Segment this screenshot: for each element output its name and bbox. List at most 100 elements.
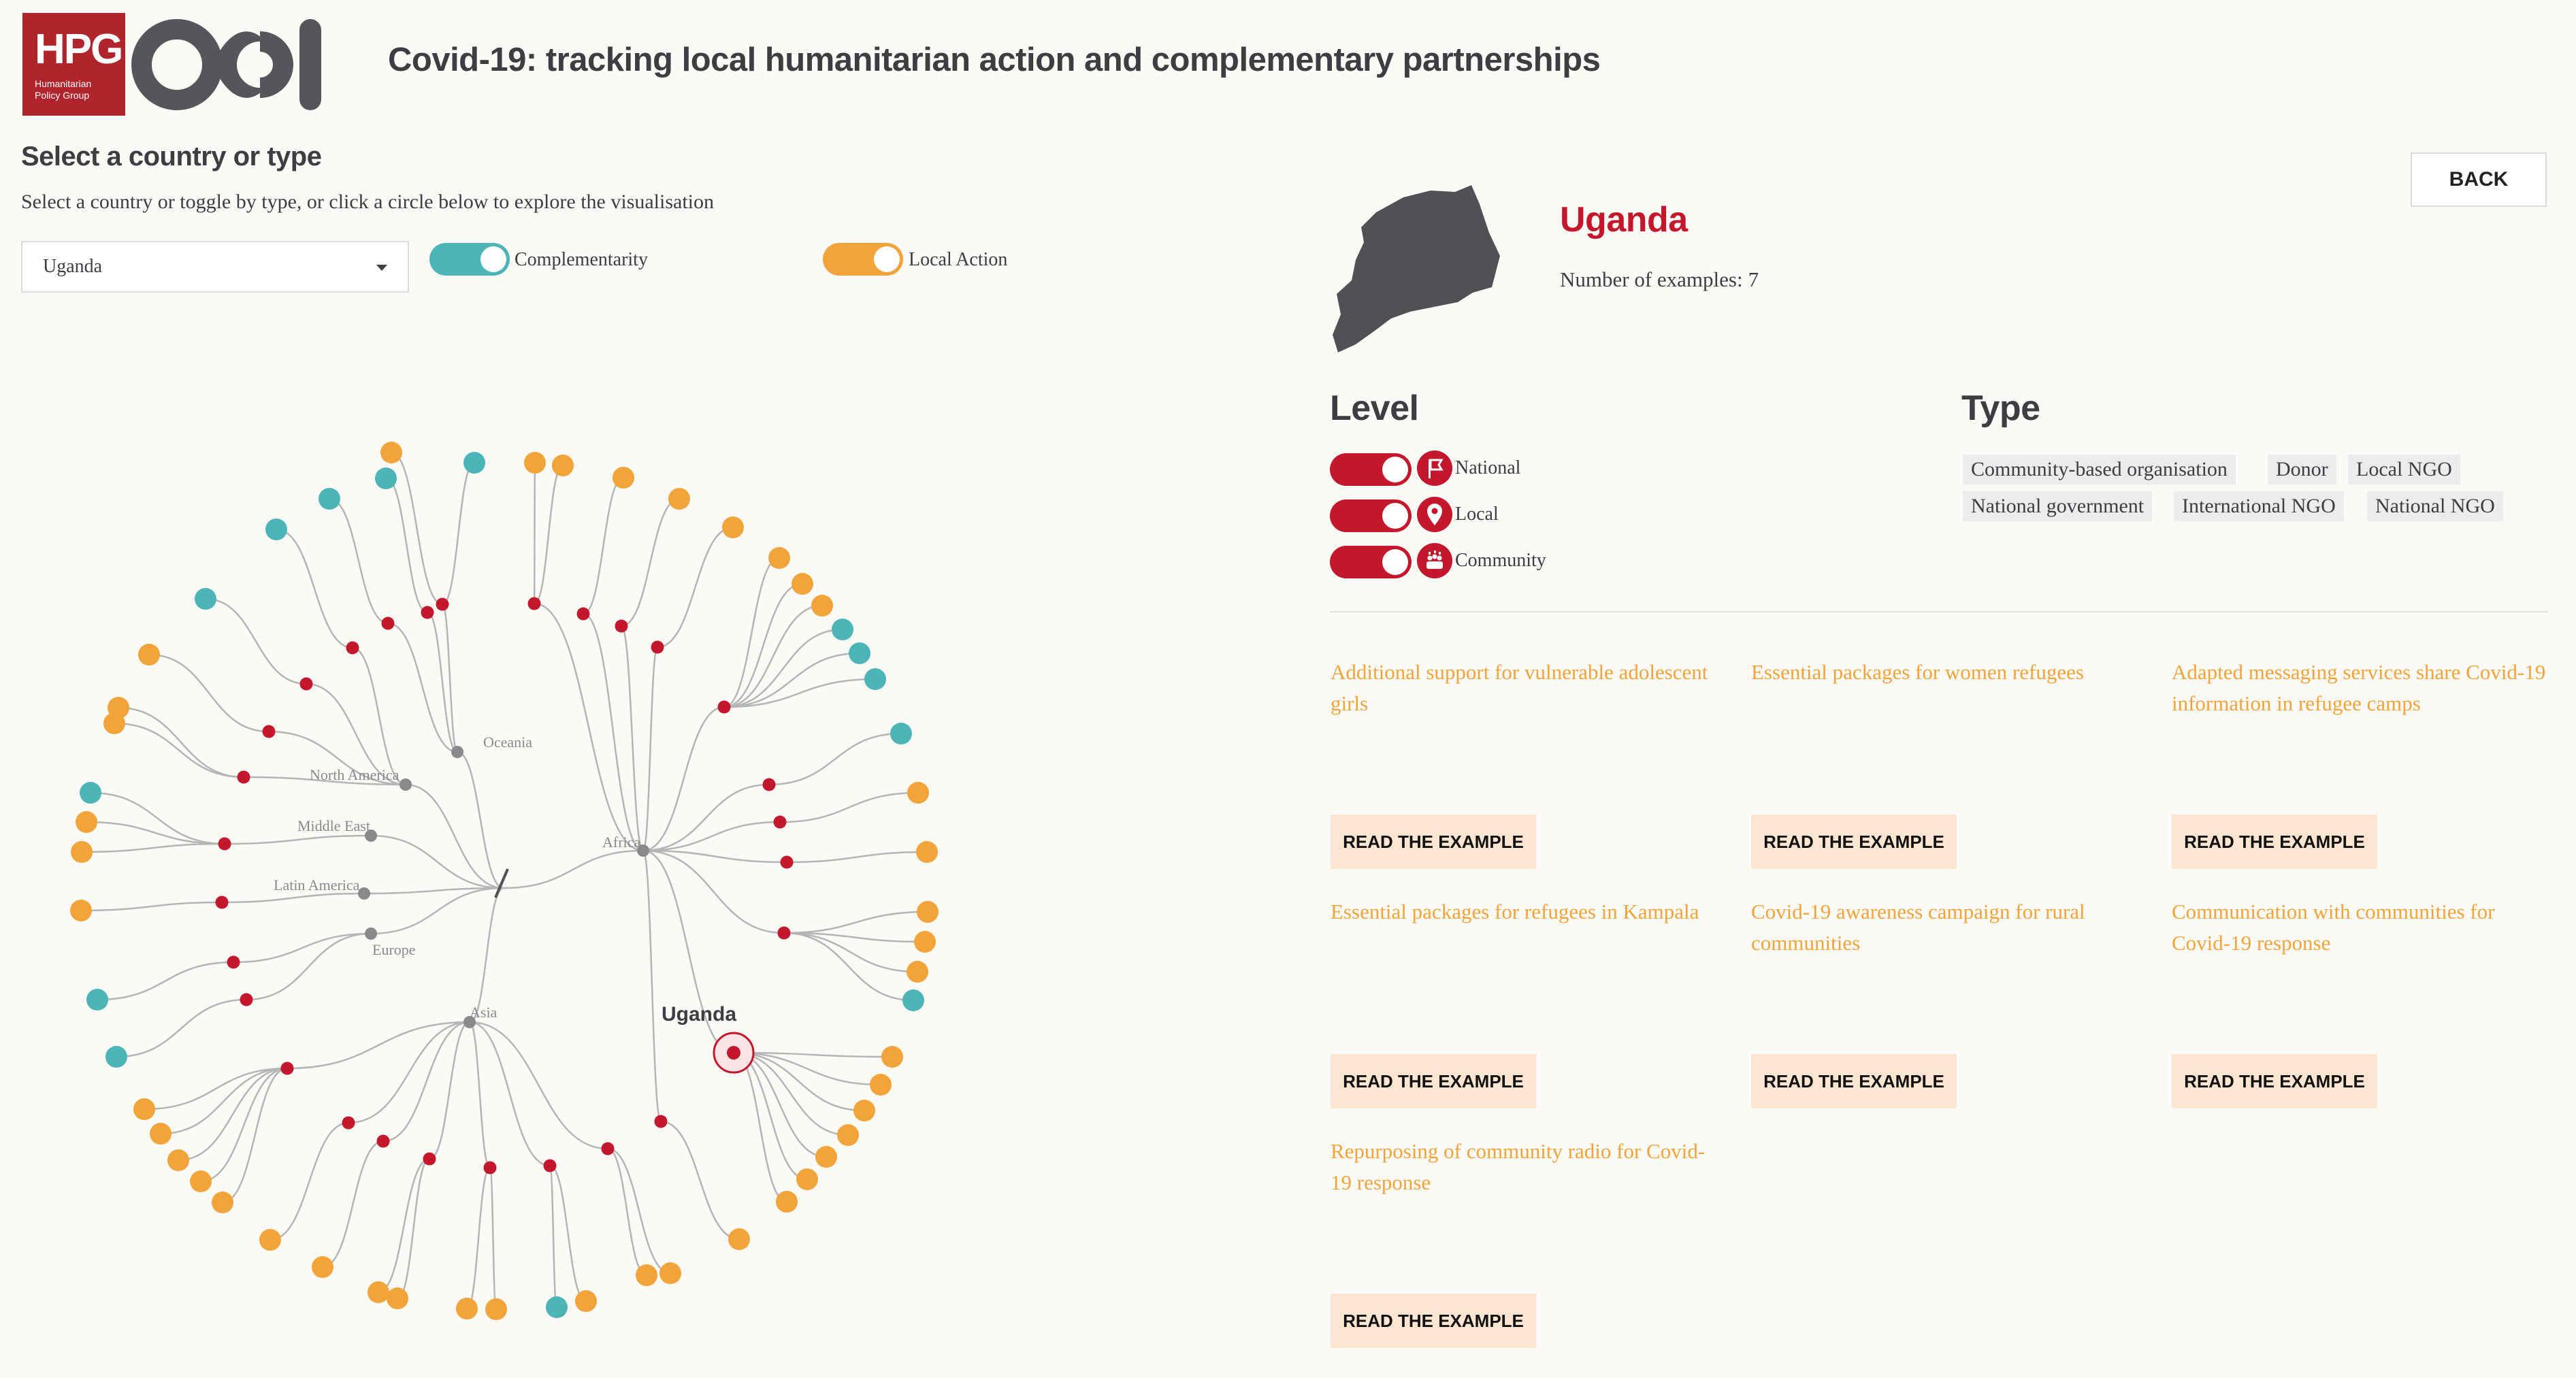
example-title[interactable]: Adapted messaging services share Covid-1…	[2172, 660, 2546, 715]
local-action-node[interactable]	[837, 1124, 859, 1146]
type-chip-donor[interactable]: Donor	[2268, 455, 2336, 485]
country-node[interactable]	[483, 1161, 497, 1175]
country-node[interactable]	[576, 607, 590, 621]
local-action-node[interactable]	[853, 1100, 875, 1121]
country-node[interactable]	[299, 677, 313, 691]
complementarity-node[interactable]	[890, 723, 912, 744]
community-level-toggle[interactable]	[1330, 546, 1412, 578]
local-action-node[interactable]	[811, 595, 833, 617]
local-action-node[interactable]	[722, 516, 744, 538]
read-example-button[interactable]: READ THE EXAMPLE	[1751, 1054, 1957, 1109]
local-action-node[interactable]	[881, 1046, 903, 1068]
country-node[interactable]	[777, 926, 791, 940]
read-example-button[interactable]: READ THE EXAMPLE	[1331, 1054, 1536, 1109]
example-title[interactable]: Repurposing of community radio for Covid…	[1331, 1139, 1706, 1194]
local-action-node[interactable]	[728, 1228, 750, 1250]
country-node[interactable]	[218, 837, 231, 851]
complementarity-node[interactable]	[864, 668, 886, 690]
region-node[interactable]	[358, 887, 370, 900]
local-action-node[interactable]	[70, 900, 92, 921]
region-node[interactable]	[400, 778, 412, 791]
local-action-node[interactable]	[312, 1256, 333, 1278]
country-node[interactable]	[780, 855, 794, 869]
local-action-node[interactable]	[659, 1262, 681, 1284]
local-action-node[interactable]	[524, 452, 546, 474]
country-node[interactable]	[717, 700, 731, 714]
local-action-node[interactable]	[167, 1149, 189, 1171]
local-action-node[interactable]	[792, 573, 813, 595]
complementarity-node[interactable]	[319, 488, 340, 510]
country-node[interactable]	[436, 597, 449, 611]
example-title[interactable]: Covid-19 awareness campaign for rural co…	[1751, 900, 2085, 955]
local-action-node[interactable]	[907, 782, 929, 804]
country-node[interactable]	[215, 896, 229, 909]
country-node[interactable]	[346, 641, 359, 655]
type-chip-national-government[interactable]: National government	[1963, 491, 2153, 521]
country-node[interactable]	[342, 1116, 355, 1130]
region-node[interactable]	[365, 928, 377, 940]
type-chip-national-ngo[interactable]: National NGO	[2367, 491, 2503, 521]
region-node[interactable]	[463, 1016, 476, 1028]
example-title[interactable]: Communication with communities for Covid…	[2172, 900, 2495, 955]
national-level-toggle[interactable]	[1330, 453, 1412, 486]
type-chip-local-ngo[interactable]: Local NGO	[2348, 455, 2460, 485]
complementarity-node[interactable]	[86, 989, 108, 1011]
complementarity-node[interactable]	[105, 1046, 127, 1068]
local-action-node[interactable]	[150, 1123, 172, 1145]
country-node[interactable]	[615, 619, 628, 633]
country-node[interactable]	[651, 640, 664, 654]
country-node[interactable]	[527, 597, 541, 610]
local-action-node[interactable]	[485, 1298, 507, 1320]
country-node[interactable]	[237, 770, 250, 784]
country-node[interactable]	[773, 815, 787, 829]
local-action-node[interactable]	[914, 931, 936, 953]
local-action-node[interactable]	[76, 811, 97, 833]
example-title[interactable]: Essential packages for refugees in Kampa…	[1331, 900, 1699, 923]
region-node[interactable]	[451, 746, 463, 758]
local-action-node[interactable]	[575, 1290, 597, 1312]
read-example-button[interactable]: READ THE EXAMPLE	[2172, 1054, 2377, 1109]
country-node[interactable]	[421, 606, 434, 619]
local-action-node[interactable]	[387, 1287, 408, 1309]
complementarity-node[interactable]	[849, 642, 870, 664]
example-title[interactable]: Essential packages for women refugees	[1751, 660, 2084, 684]
local-action-node[interactable]	[668, 488, 690, 510]
type-chip-international-ngo[interactable]: International NGO	[2174, 491, 2344, 521]
local-action-node[interactable]	[636, 1264, 657, 1286]
country-node[interactable]	[376, 1134, 390, 1148]
example-title[interactable]: Additional support for vulnerable adoles…	[1331, 660, 1708, 715]
local-action-node[interactable]	[103, 712, 125, 734]
local-action-node[interactable]	[907, 961, 928, 983]
local-action-node[interactable]	[916, 841, 938, 863]
country-node[interactable]	[240, 993, 253, 1006]
local-action-node[interactable]	[870, 1074, 892, 1096]
local-action-node[interactable]	[613, 467, 634, 489]
region-node[interactable]	[365, 830, 377, 842]
country-node[interactable]	[601, 1142, 615, 1155]
country-node[interactable]	[423, 1152, 436, 1166]
local-action-node[interactable]	[368, 1281, 389, 1303]
complementarity-node[interactable]	[80, 782, 101, 804]
local-action-node[interactable]	[815, 1146, 837, 1168]
complementarity-node[interactable]	[375, 467, 397, 489]
local-action-node[interactable]	[133, 1098, 155, 1120]
complementarity-node[interactable]	[902, 989, 924, 1011]
local-action-node[interactable]	[552, 455, 574, 476]
country-node[interactable]	[227, 955, 240, 969]
local-action-node[interactable]	[212, 1192, 233, 1213]
read-example-button[interactable]: READ THE EXAMPLE	[2172, 815, 2377, 869]
complementarity-node[interactable]	[265, 519, 287, 540]
local-level-toggle[interactable]	[1330, 499, 1412, 532]
local-action-node[interactable]	[456, 1298, 478, 1319]
complementarity-node[interactable]	[195, 588, 216, 610]
country-node[interactable]	[280, 1062, 294, 1075]
local-action-node[interactable]	[190, 1170, 212, 1192]
type-chip-community-based-organisation[interactable]: Community-based organisation	[1963, 455, 2236, 485]
country-node[interactable]	[654, 1115, 668, 1128]
local-action-node[interactable]	[138, 644, 160, 666]
country-select[interactable]: Uganda	[21, 241, 409, 293]
complementarity-node[interactable]	[832, 619, 853, 640]
local-action-node[interactable]	[71, 841, 93, 863]
local-action-node[interactable]	[796, 1168, 818, 1190]
country-node[interactable]	[381, 617, 395, 630]
